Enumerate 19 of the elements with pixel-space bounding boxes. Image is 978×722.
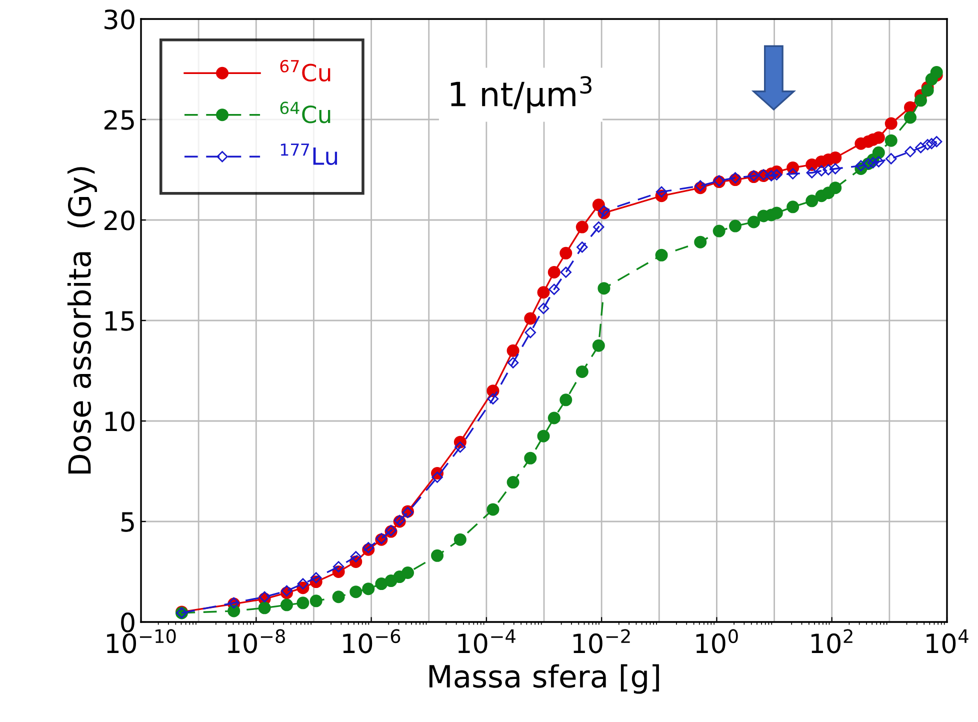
x-tick-label: 10$^{−6}$ <box>343 629 400 654</box>
x-tick-label: 10$^{−2}$ <box>573 629 630 654</box>
x-tick-label: 10$^{−8}$ <box>228 629 285 654</box>
x-tick-label: 10$^{−4}$ <box>458 629 516 654</box>
y-tick-label: 25 <box>104 110 134 130</box>
annotation: 1 nt/μm$^{3}$ <box>450 76 592 114</box>
y-tick-label: 30 <box>104 9 134 30</box>
x-tick-label: 10$^{4}$ <box>926 629 968 654</box>
y-tick-label: 20 <box>104 210 134 230</box>
legend-label: $^{177}$Lu <box>280 144 338 166</box>
x-tick-label: 10$^{2}$ <box>812 629 852 654</box>
x-tick-label: 10$^{0}$ <box>696 629 738 654</box>
x-axis-title: Massa sfera [g] <box>429 664 659 694</box>
legend-label: $^{64}$Cu <box>280 102 330 124</box>
y-axis-title: Dose assorbita (Gy) <box>67 167 98 474</box>
legend-label: $^{67}$Cu <box>280 60 330 82</box>
y-tick-label: 5 <box>121 512 134 532</box>
y-tick-label: 15 <box>105 311 134 331</box>
y-tick-label: 10 <box>105 411 134 432</box>
